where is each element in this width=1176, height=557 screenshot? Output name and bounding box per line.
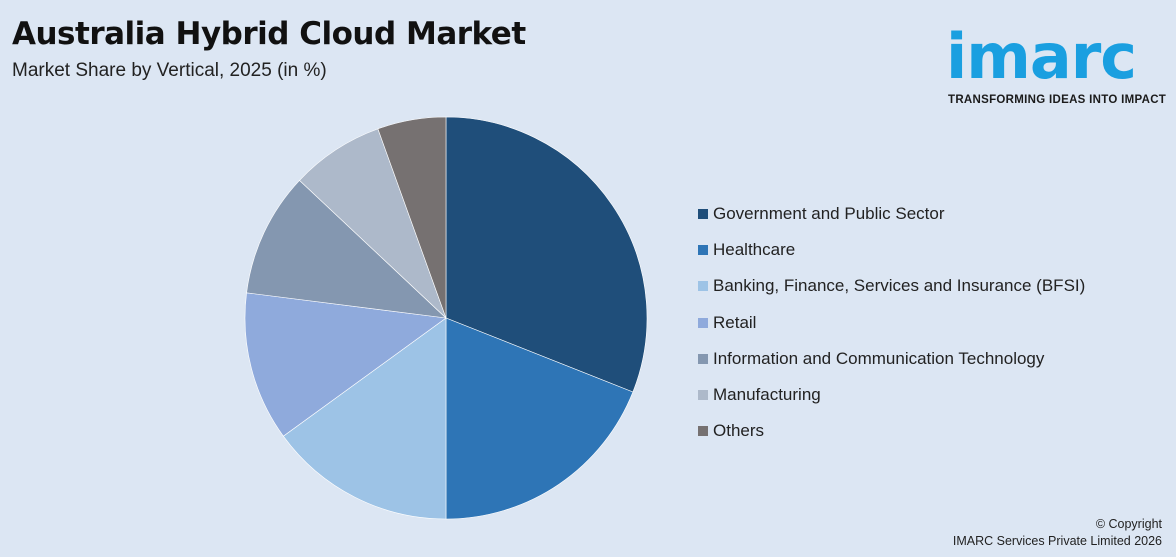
legend-swatch [698, 209, 708, 220]
chart-legend: Government and Public Sector Healthcare Ba… [698, 196, 1085, 449]
legend-item: Healthcare [698, 232, 1085, 268]
legend-label: Banking, Finance, Services and Insurance… [713, 276, 1086, 296]
logo-wordmark: imarc [946, 20, 1137, 93]
legend-swatch [698, 317, 708, 328]
legend-swatch [698, 353, 708, 364]
legend-swatch [698, 390, 708, 401]
chart-subtitle: Market Share by Vertical, 2025 (in %) [12, 60, 327, 81]
legend-item: Others [698, 413, 1085, 449]
legend-swatch [698, 281, 708, 292]
pie-slice-2 [282, 317, 447, 520]
pie-slice-5 [299, 128, 447, 319]
copyright-line: © Copyright [1095, 517, 1162, 531]
legend-label: Healthcare [713, 240, 796, 260]
legend-swatch [698, 426, 708, 437]
legend-label: Government and Public Sector [713, 204, 945, 224]
legend-item: Banking, Finance, Services and Insurance… [698, 268, 1085, 304]
legend-item: Government and Public Sector [698, 196, 1085, 232]
legend-item: Manufacturing [698, 377, 1085, 413]
pie-slice-4 [246, 179, 447, 319]
chart-title: Australia Hybrid Cloud Market [12, 16, 526, 52]
pie-slice-0 [445, 116, 648, 393]
legend-item: Retail [698, 305, 1085, 341]
legend-label: Others [713, 421, 765, 441]
legend-label: Manufacturing [713, 385, 821, 405]
copyright-notice: © Copyright IMARC Services Private Limit… [953, 516, 1162, 550]
legend-label: Retail [713, 312, 757, 332]
copyright-owner: IMARC Services Private Limited 2026 [952, 534, 1162, 548]
legend-swatch [698, 245, 708, 256]
pie-slice-6 [377, 116, 447, 319]
pie-slice-3 [244, 292, 447, 437]
logo-tagline: TRANSFORMING IDEAS INTO IMPACT [948, 94, 1167, 106]
legend-item: Information and Communication Technology [698, 341, 1085, 377]
legend-label: Information and Communication Technology [713, 348, 1045, 368]
pie-slice-1 [445, 317, 634, 520]
imarc-logo: imarc TRANSFORMING IDEAS INTO IMPACT [940, 10, 1170, 110]
